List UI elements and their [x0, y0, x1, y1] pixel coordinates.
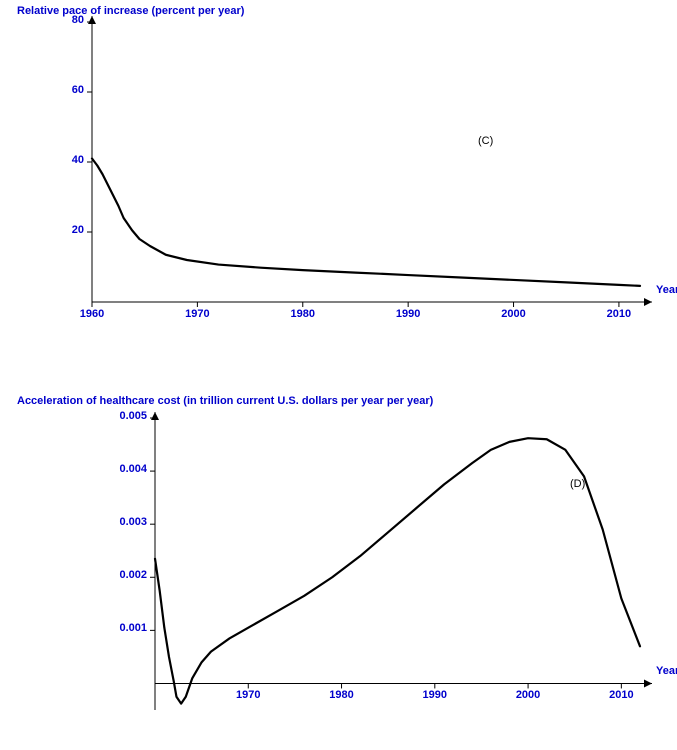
chart-d-series-line [155, 438, 640, 703]
chart-d-x-axis-label: Year [656, 665, 677, 677]
chart-d-svg [0, 0, 677, 750]
page: Relative pace of increase (percent per y… [0, 0, 677, 750]
chart-d-panel-label: (D) [570, 478, 585, 490]
